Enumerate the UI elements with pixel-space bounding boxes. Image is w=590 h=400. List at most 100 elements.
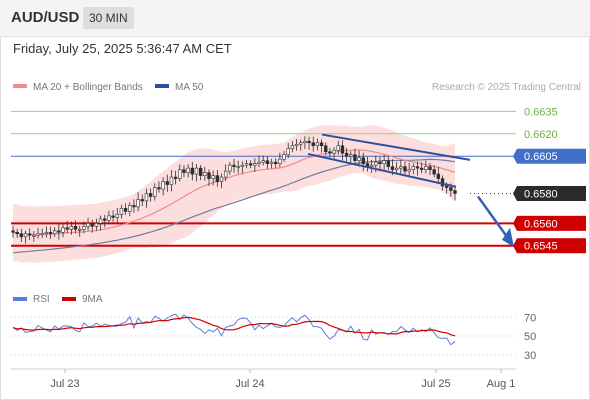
candle xyxy=(32,231,36,242)
level-label: 0.6560 xyxy=(524,218,558,230)
rsi-legend-label: RSI xyxy=(33,294,50,305)
candle xyxy=(165,174,169,192)
candle xyxy=(161,177,165,196)
candle xyxy=(286,142,290,159)
candle xyxy=(219,173,224,189)
candle xyxy=(278,152,282,168)
level-tag-arrow xyxy=(513,148,517,164)
ma20-line xyxy=(12,149,456,236)
candle xyxy=(86,217,90,231)
x-tick-label: Jul 24 xyxy=(235,378,264,390)
candles xyxy=(11,136,457,244)
candle xyxy=(307,136,311,150)
rsi-ma-legend-label: 9MA xyxy=(82,294,103,305)
candle-body xyxy=(244,163,249,166)
candle-body xyxy=(128,205,132,212)
candle-body xyxy=(432,169,436,175)
candle xyxy=(207,169,211,186)
level-tag-arrow xyxy=(513,238,517,254)
candle xyxy=(69,221,74,235)
candle-body xyxy=(248,163,253,166)
candle-body xyxy=(282,154,286,160)
candle xyxy=(27,228,32,241)
candle-body xyxy=(444,185,449,188)
level-label: 0.6580 xyxy=(524,188,558,200)
candle-body xyxy=(349,154,353,157)
candle xyxy=(453,186,457,201)
candle xyxy=(336,140,340,155)
candle-body xyxy=(190,167,195,175)
candle-body xyxy=(69,226,74,230)
candle xyxy=(36,227,40,239)
level-tag-0.6580: 0.6580 xyxy=(513,185,586,201)
timeframe-badge[interactable]: 30 MIN xyxy=(83,7,134,29)
candle-body xyxy=(19,233,24,238)
candle xyxy=(15,228,19,238)
candle-body xyxy=(390,166,395,170)
level-label: 0.6620 xyxy=(524,129,558,141)
candle-body xyxy=(144,193,149,202)
level-tag-0.6560: 0.6560 xyxy=(513,215,586,231)
candle xyxy=(265,156,270,169)
candle xyxy=(186,164,190,178)
candle xyxy=(349,151,353,164)
candle xyxy=(303,136,307,150)
candle xyxy=(428,162,432,175)
candle-body xyxy=(215,175,220,182)
candle xyxy=(411,163,416,175)
candle xyxy=(223,164,228,182)
candle-body xyxy=(419,167,424,170)
candle-body xyxy=(399,166,403,169)
candle xyxy=(65,220,69,234)
candle xyxy=(52,227,57,237)
channel-lower-line xyxy=(307,152,457,188)
ma50-legend-swatch xyxy=(155,84,169,88)
candle xyxy=(407,162,411,178)
candle xyxy=(82,221,86,234)
candle-body xyxy=(299,142,303,145)
candle-body xyxy=(324,145,328,153)
candle-body xyxy=(115,214,119,218)
candle-body xyxy=(82,226,86,230)
candle-body xyxy=(52,230,57,235)
candle xyxy=(148,188,153,202)
candle xyxy=(315,138,320,151)
candle-body xyxy=(78,229,82,231)
price-labels: 0.6635 0.6620 0.6605 0.6580 0.6560 0.6545 xyxy=(513,106,586,254)
level-tag-0.6635: 0.6635 xyxy=(524,106,558,118)
projection-arrowhead xyxy=(502,227,514,248)
candle-body xyxy=(161,181,165,190)
candle-body xyxy=(453,190,457,194)
candle-body xyxy=(253,163,257,166)
candle-body xyxy=(286,148,290,155)
candle-body xyxy=(407,169,411,172)
candle xyxy=(257,155,261,168)
level-tag-bg xyxy=(517,238,586,254)
candle xyxy=(211,170,215,186)
candle xyxy=(403,161,407,177)
candle-body xyxy=(294,143,299,147)
candle-body xyxy=(182,169,186,173)
candle-body xyxy=(86,223,90,227)
chart-header: AUD/USD 30 MIN xyxy=(0,0,590,37)
candle xyxy=(173,170,178,185)
candle xyxy=(299,139,303,151)
candle xyxy=(128,202,132,217)
candle-body xyxy=(107,215,111,221)
candle xyxy=(311,136,315,152)
candle-body xyxy=(65,227,69,230)
candle-body xyxy=(303,140,307,144)
channel-annotations xyxy=(307,133,514,248)
candle xyxy=(432,165,436,178)
candle xyxy=(19,228,24,243)
candle-body xyxy=(449,187,453,191)
candle xyxy=(386,155,390,170)
candle-body xyxy=(44,231,49,235)
rsi-level-label: 30 xyxy=(524,350,536,362)
candle xyxy=(136,192,140,212)
candle-body xyxy=(40,233,44,236)
candle-body xyxy=(90,223,94,227)
candle xyxy=(357,150,361,167)
candle-body xyxy=(173,176,178,179)
